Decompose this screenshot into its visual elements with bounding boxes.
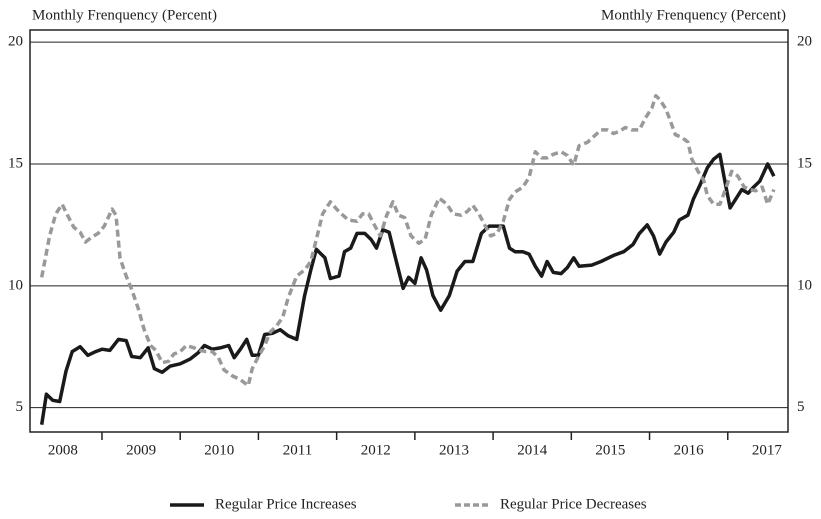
x-tick-label: 2015 [595, 442, 625, 458]
x-tick-label: 2009 [126, 442, 156, 458]
y-tick-label: 5 [16, 399, 24, 415]
y2-tick-label: 10 [797, 277, 812, 293]
x-tick-label: 2014 [517, 442, 548, 458]
x-tick-label: 2010 [204, 442, 234, 458]
y2-tick-label: 5 [797, 399, 805, 415]
x-tick-label: 2012 [361, 442, 391, 458]
x-tick-label: 2016 [674, 442, 705, 458]
x-tick-label: 2017 [752, 442, 783, 458]
x-tick-label: 2013 [439, 442, 469, 458]
y-tick-label: 20 [8, 34, 23, 50]
y-tick-label: 15 [8, 155, 23, 171]
y2-tick-label: 15 [797, 155, 812, 171]
y-axis-label: Monthly Frenquency (Percent) [32, 7, 217, 23]
y2-axis-label: Monthly Frenquency (Percent) [601, 7, 786, 23]
series-line [39, 94, 776, 388]
series-line [39, 152, 776, 425]
y2-tick-label: 20 [797, 34, 812, 50]
x-tick-label: 2008 [48, 442, 78, 458]
legend-label: Regular Price Decreases [500, 496, 647, 512]
plot-frame [29, 29, 789, 433]
y-tick-label: 10 [8, 277, 23, 293]
legend-label: Regular Price Increases [215, 496, 357, 512]
x-tick-label: 2011 [283, 442, 312, 458]
